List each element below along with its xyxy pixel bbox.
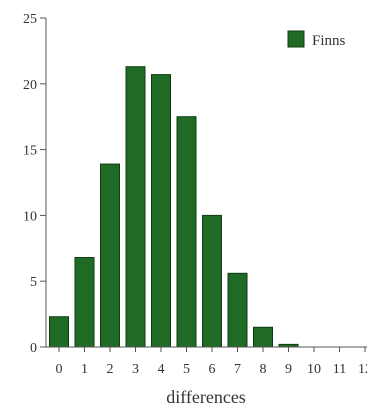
x-tick-label-0: 0 [56,362,63,377]
legend-label-finns: Finns [312,33,346,49]
x-axis: 0123456789101112 [46,346,367,377]
x-axis-title: differences [166,387,246,407]
bar-4 [151,74,171,348]
plot-area [49,66,299,348]
bar-6 [202,214,222,348]
x-tick-label-3: 3 [132,362,139,377]
bar-0 [49,316,69,348]
y-tick-label-20: 20 [23,78,37,93]
legend-swatch-finns [287,30,305,48]
x-tick-label-6: 6 [209,362,216,377]
legend: Finns [287,30,346,49]
y-tick-label-10: 10 [23,209,37,224]
x-tick-label-7: 7 [234,362,241,377]
x-tick-label-2: 2 [107,362,114,377]
bar-1 [74,257,95,348]
bar-3 [125,66,146,348]
x-tick-label-1: 1 [81,362,88,377]
bar-7 [227,272,248,348]
x-tick-label-8: 8 [260,362,267,377]
y-tick-label-0: 0 [30,341,37,356]
x-tick-label-5: 5 [183,362,190,377]
bar-8 [253,326,273,348]
y-tick-label-25: 25 [23,12,37,27]
x-tick-label-12: 12 [358,362,367,377]
x-tick-label-11: 11 [333,362,346,377]
y-tick-label-5: 5 [30,275,37,290]
y-axis: 0 5 10 15 20 25 [23,12,47,356]
x-tick-label-10: 10 [307,362,321,377]
x-tick-label-4: 4 [158,362,165,377]
bar-2 [100,163,120,348]
bar-5 [176,116,197,348]
y-tick-label-15: 15 [23,144,37,159]
x-tick-label-9: 9 [285,362,292,377]
